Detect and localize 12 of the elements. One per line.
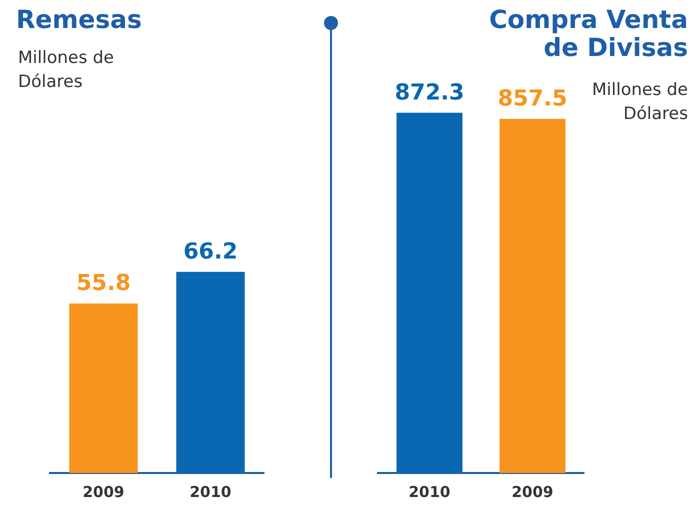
chart-title: Remesas xyxy=(16,5,143,34)
data-label: 857.5 xyxy=(498,86,568,112)
data-label: 872.3 xyxy=(394,80,464,106)
x-tick-label: 2010 xyxy=(190,482,232,501)
text: Millones de Dólares xyxy=(592,80,688,124)
x-tick-label: 2009 xyxy=(82,482,124,501)
chart-subtitle: Millones de Dólares xyxy=(18,47,115,94)
x-tick-label: 2009 xyxy=(512,482,554,501)
data-label: 55.8 xyxy=(76,271,131,296)
chart-title: Compra Venta de Divisas xyxy=(488,5,688,62)
x-tick-label: 2010 xyxy=(408,482,450,501)
data-label: 66.2 xyxy=(183,240,238,265)
